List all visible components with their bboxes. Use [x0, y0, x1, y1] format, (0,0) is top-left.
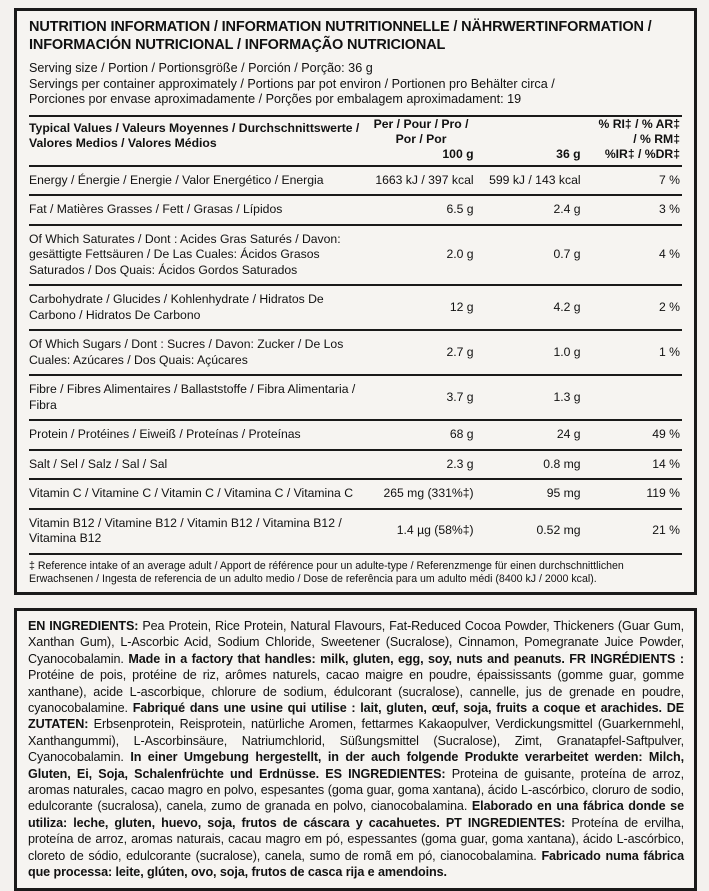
- nutrient-name: Vitamin C / Vitamine C / Vitamin C / Vit…: [29, 486, 353, 500]
- per-label-line-1: Per / Pour / Pro /: [373, 116, 469, 131]
- table-row: Fibre / Fibres Alimentaires / Ballaststo…: [29, 375, 682, 420]
- nutrient-per-100g: 6.5 g: [446, 202, 474, 216]
- nutrition-table-foot: ‡ Reference intake of an average adult /…: [29, 552, 682, 586]
- ingredients-heading-segment: Fabriqué dans une usine qui utilise : la…: [28, 700, 685, 732]
- nutrient-per-serving: 0.8 mg: [543, 456, 581, 471]
- nutrient-per-100g: 2.7 g: [446, 344, 474, 359]
- nutrient-per-100g: 265 mg (331%‡): [383, 486, 474, 500]
- nutrient-name: Fat / Matières Grasses / Fett / Grasas /…: [29, 202, 283, 216]
- nutrient-per-serving: 1.3 g: [553, 389, 581, 404]
- ingredients-heading-segment: Made in a factory that handles: milk, gl…: [128, 651, 684, 666]
- nutrient-per-serving: 2.4 g: [553, 202, 581, 216]
- nutrient-per-serving: 24 g: [556, 427, 581, 441]
- per-100g-amount: 100 g: [442, 146, 474, 161]
- nutrient-name: Of Which Sugars / Dont : Sucres / Davon:…: [29, 337, 344, 367]
- nutrient-per-100g: 2.0 g: [446, 247, 474, 261]
- nutrient-reference-intake: 2 %: [658, 299, 680, 314]
- nutrient-per-100g: 12 g: [449, 299, 474, 314]
- nutrient-reference-intake: 1 %: [658, 344, 680, 359]
- ingredients-body-segment: Protéine de pois, protéine de riz, arôme…: [28, 668, 684, 715]
- nutrient-reference-intake: 7 %: [658, 172, 680, 187]
- ingredients-heading-segment: In einer Umgebung hergestellt, in der au…: [28, 750, 684, 781]
- table-row: Energy / Énergie / Energie / Valor Energ…: [29, 165, 682, 196]
- nutrient-name: Fibre / Fibres Alimentaires / Ballaststo…: [29, 382, 356, 412]
- table-header-row: Typical Values / Valeurs Moyennes / Durc…: [29, 115, 682, 166]
- ingredients-body-segment: Proteina de guisante, proteína de arroz,…: [28, 766, 684, 814]
- per-serving-amount: 36 g: [556, 146, 581, 161]
- nutrient-reference-intake: 21 %: [652, 523, 680, 538]
- nutrition-table: Typical Values / Valeurs Moyennes / Durc…: [29, 115, 682, 586]
- nutrient-per-serving: 599 kJ / 143 kcal: [489, 172, 581, 187]
- serving-information: Serving size / Portion / Portionsgröße /…: [29, 61, 682, 108]
- servings-per-container-line-1: Servings per container approximately / P…: [29, 76, 555, 91]
- column-header-per-100g: Per / Pour / Pro / Por / Por 100 g: [369, 116, 480, 166]
- column-header-typical-values: Typical Values / Valeurs Moyennes / Durc…: [29, 120, 360, 150]
- nutrient-reference-intake: 3 %: [658, 202, 680, 216]
- nutrient-name: Carbohydrate / Glucides / Kohlenhydrate …: [29, 292, 324, 322]
- table-row: Of Which Sugars / Dont : Sucres / Davon:…: [29, 330, 682, 375]
- footnote-row: ‡ Reference intake of an average adult /…: [29, 552, 682, 586]
- ingredients-body-segment: Erbsenprotein, Reisprotein, natürliche A…: [28, 717, 684, 765]
- nutrient-per-serving: 1.0 g: [553, 344, 581, 359]
- nutrition-label-page: NUTRITION INFORMATION / INFORMATION NUTR…: [14, 8, 697, 891]
- nutrient-reference-intake: 49 %: [652, 427, 680, 441]
- table-row: Vitamin B12 / Vitamine B12 / Vitamin B12…: [29, 508, 682, 554]
- page-title: NUTRITION INFORMATION / INFORMATION NUTR…: [29, 19, 652, 53]
- nutrient-reference-intake: [591, 375, 682, 420]
- nutrient-name: Of Which Saturates / Dont : Acides Gras …: [29, 231, 341, 277]
- serving-size-line: Serving size / Portion / Portionsgröße /…: [29, 61, 373, 75]
- table-row: Carbohydrate / Glucides / Kohlenhydrate …: [29, 285, 682, 330]
- table-row: Vitamin C / Vitamine C / Vitamin C / Vit…: [29, 479, 682, 509]
- nutrient-per-serving: 4.2 g: [553, 299, 581, 314]
- nutrition-table-head: Typical Values / Valeurs Moyennes / Durc…: [29, 115, 682, 166]
- table-row: Protein / Protéines / Eiweiß / Proteínas…: [29, 420, 682, 450]
- nutrient-per-100g: 3.7 g: [446, 389, 474, 404]
- nutrient-per-100g: 68 g: [449, 427, 474, 441]
- table-row: Salt / Sel / Salz / Sal / Sal 2.3 g 0.8 mg…: [29, 449, 682, 480]
- nutrient-per-100g: 2.3 g: [446, 456, 474, 471]
- ingredients-heading-segment: EN INGREDIENTS:: [28, 618, 139, 633]
- table-row: Fat / Matières Grasses / Fett / Grasas /…: [29, 195, 682, 225]
- nutrient-per-serving: 0.52 mg: [536, 523, 581, 538]
- nutrient-per-serving: 95 mg: [546, 486, 581, 500]
- ri-label-line-3: %IR‡ / %DR‡: [604, 146, 680, 161]
- per-label-line-2: Por / Por: [395, 131, 447, 146]
- ingredients-text: EN INGREDIENTS: Pea Protein, Rice Protei…: [28, 618, 684, 881]
- ingredients-body-segment: Pea Protein, Rice Protein, Natural Flavo…: [28, 618, 684, 666]
- table-row: Of Which Saturates / Dont : Acides Gras …: [29, 224, 682, 286]
- nutrition-table-body: Energy / Énergie / Energie / Valor Energ…: [29, 165, 682, 554]
- nutrition-information-panel: NUTRITION INFORMATION / INFORMATION NUTR…: [14, 8, 697, 595]
- nutrient-reference-intake: 119 %: [646, 486, 680, 500]
- servings-per-container-line-2: Porciones por envase aproximadamente / P…: [29, 92, 522, 106]
- column-header-per-serving: 36 g: [480, 116, 591, 166]
- nutrient-name: Energy / Énergie / Energie / Valor Energ…: [29, 172, 324, 187]
- nutrient-name: Protein / Protéines / Eiweiß / Proteínas…: [29, 427, 301, 441]
- nutrient-per-100g: 1663 kJ / 397 kcal: [375, 172, 474, 187]
- nutrient-per-100g: 1.4 µg (58%‡): [396, 523, 474, 538]
- column-header-reference-intake: % RI‡ / % AR‡ / % RM‡ %IR‡ / %DR‡: [591, 116, 682, 166]
- nutrient-per-serving: 0.7 g: [553, 247, 581, 261]
- nutrient-name: Salt / Sel / Salz / Sal / Sal: [29, 456, 168, 471]
- ingredients-panel: EN INGREDIENTS: Pea Protein, Rice Protei…: [14, 607, 697, 891]
- nutrient-reference-intake: 14 %: [652, 456, 680, 471]
- nutrient-name: Vitamin B12 / Vitamine B12 / Vitamin B12…: [29, 515, 342, 546]
- reference-intake-footnote: ‡ Reference intake of an average adult /…: [29, 552, 682, 586]
- ingredients-heading-segment: Elaborado en una fábrica donde se utiliz…: [28, 799, 684, 830]
- ri-label-line-1: % RI‡ / % AR‡: [598, 116, 681, 131]
- nutrient-reference-intake: 4 %: [658, 247, 680, 261]
- ri-label-line-2: / % RM‡: [633, 131, 680, 146]
